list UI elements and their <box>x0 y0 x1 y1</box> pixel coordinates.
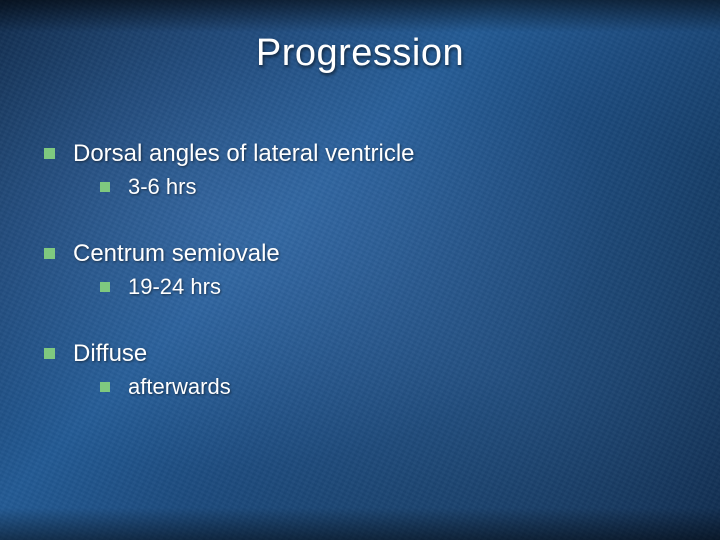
slide: Progression Dorsal angles of lateral ven… <box>0 0 720 540</box>
bullet-l1: Dorsal angles of lateral ventricle <box>44 138 676 169</box>
bullet-l2-text: 19-24 hrs <box>128 273 221 302</box>
square-bullet-icon <box>100 182 110 192</box>
bullet-l1-text: Diffuse <box>73 338 147 369</box>
bullet-l2: 19-24 hrs <box>100 273 676 302</box>
bullet-l1-text: Centrum semiovale <box>73 238 280 269</box>
bullet-l1-text: Dorsal angles of lateral ventricle <box>73 138 415 169</box>
slide-body: Dorsal angles of lateral ventricle 3-6 h… <box>44 130 676 401</box>
bullet-l2: afterwards <box>100 373 676 402</box>
bullet-l1: Diffuse <box>44 338 676 369</box>
bullet-l2-text: 3-6 hrs <box>128 173 196 202</box>
spacer <box>44 302 676 330</box>
square-bullet-icon <box>100 382 110 392</box>
bullet-l1: Centrum semiovale <box>44 238 676 269</box>
square-bullet-icon <box>44 248 55 259</box>
bullet-l2-text: afterwards <box>128 373 231 402</box>
square-bullet-icon <box>44 348 55 359</box>
bullet-l2: 3-6 hrs <box>100 173 676 202</box>
spacer <box>44 202 676 230</box>
square-bullet-icon <box>44 148 55 159</box>
square-bullet-icon <box>100 282 110 292</box>
slide-title: Progression <box>0 32 720 75</box>
